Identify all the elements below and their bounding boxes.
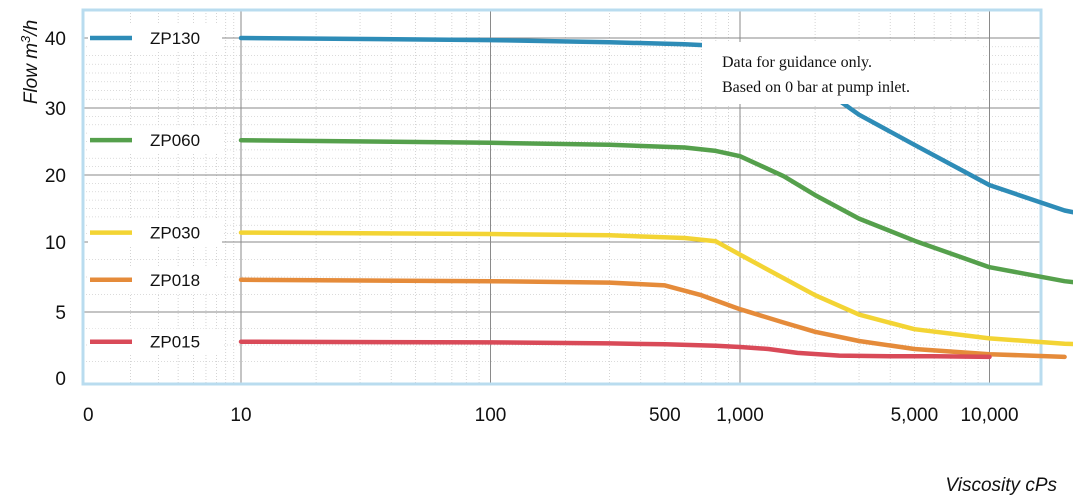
note-line-2: Based on 0 bar at pump inlet. [722, 79, 910, 96]
y-tick-label: 5 [55, 303, 66, 324]
x-axis-title: Viscosity cPs [945, 475, 1057, 496]
note-background [702, 42, 982, 104]
x-tick-label: 1,000 [716, 405, 764, 426]
y-tick-label: 10 [45, 233, 66, 254]
tick-labels: 05102030400101005001,0005,00010,00050,00… [45, 29, 1019, 426]
plot-frame [81, 8, 1043, 386]
x-tick-label: 10 [230, 405, 251, 426]
x-tick-label: 100 [475, 405, 507, 426]
series-line [238, 137, 1073, 285]
series-line [238, 230, 1073, 347]
series-line [238, 339, 992, 360]
x-tick-label: 5,000 [891, 405, 939, 426]
legend-label: ZP015 [150, 333, 200, 352]
x-tick-label: 500 [649, 405, 681, 426]
legend-label: ZP030 [150, 224, 200, 243]
y-axis-title: Flow m3/h [18, 20, 42, 104]
plot-border [81, 8, 1043, 386]
legend: ZP130 ZP060 ZP030 ZP018 ZP015 [88, 25, 222, 355]
legend-label: ZP018 [150, 271, 200, 290]
y-tick-label: 40 [45, 29, 66, 50]
series-line [238, 277, 1067, 360]
legend-label: ZP060 [150, 131, 200, 150]
legend-label: ZP130 [150, 29, 200, 48]
y-tick-label: 20 [45, 166, 66, 187]
y-tick-label: 30 [45, 99, 66, 120]
y-tick-label: 0 [55, 369, 66, 390]
x-tick-label: 10,000 [960, 405, 1018, 426]
series-lines [238, 35, 1073, 360]
x-tick-label: 0 [83, 405, 94, 426]
note-box: Data for guidance only. Based on 0 bar a… [702, 42, 982, 104]
note-line-1: Data for guidance only. [722, 54, 872, 71]
